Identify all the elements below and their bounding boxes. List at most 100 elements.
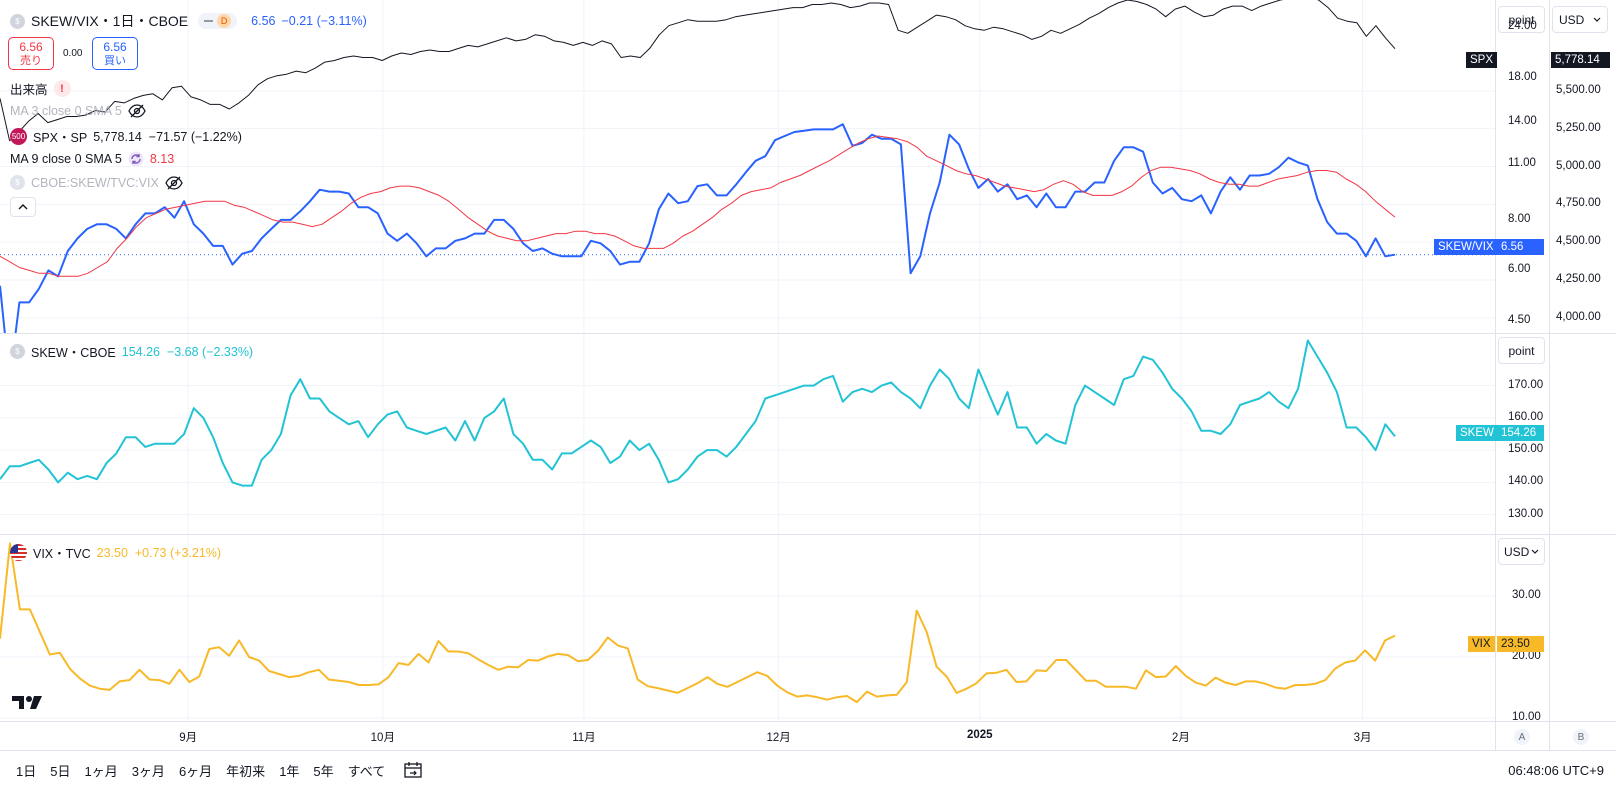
skew-values: 154.26 −3.68 (−2.33%) — [121, 344, 254, 359]
us-flag-icon — [10, 544, 27, 561]
skew-logo-icon: $ — [10, 344, 25, 359]
spx-legend[interactable]: 500 SPX・SP 5,778.14 −71.57 (−1.22%) — [10, 127, 242, 146]
scale-unit-button-2[interactable]: point — [1498, 337, 1545, 364]
x-axis-tick-3: 12月 — [766, 732, 791, 744]
spx-price-tag-value: 5,778.14 — [1551, 52, 1610, 68]
period-button-0[interactable]: 1日 — [16, 763, 37, 779]
series-spx[interactable] — [0, 0, 1396, 142]
period-button-3[interactable]: 3ヶ月 — [131, 763, 165, 779]
period-button-5[interactable]: 年初来 — [226, 763, 266, 779]
x-axis-tick-4: 2025 — [966, 729, 993, 741]
skew-symbol: SKEW・CBOE — [31, 346, 116, 360]
vix-values: 23.50 +0.73 (+3.21%) — [96, 545, 222, 560]
symbol-title[interactable]: SKEW/VIX・1日・CBOE — [31, 13, 189, 29]
skew-chart-pane[interactable] — [0, 334, 1495, 534]
right-axis-tick-1: 5,250.00 — [1556, 121, 1601, 134]
series-ma-9[interactable] — [0, 135, 1396, 277]
skew-price-tag-value: 154.26 — [1497, 425, 1544, 441]
skew-legend[interactable]: $ SKEW・CBOE 154.26 −3.68 (−2.33%) — [10, 342, 253, 361]
x-axis-tick-1: 10月 — [370, 732, 395, 744]
loading-icon — [128, 151, 144, 167]
spx-price-tag-label: SPX — [1466, 52, 1498, 68]
left-axis-tick-3: 11.00 — [1508, 156, 1536, 169]
vix-axis-tick-2: 10.00 — [1512, 710, 1541, 723]
period-button-2[interactable]: 1ヶ月 — [84, 763, 118, 779]
warning-icon[interactable]: ! — [53, 80, 71, 97]
vix-axis-tick-1: 20.00 — [1512, 649, 1541, 662]
left-axis-tick-2: 14.00 — [1508, 114, 1537, 127]
vix-price-tag-value: 23.50 — [1497, 636, 1544, 652]
period-button-8[interactable]: すべて — [347, 763, 386, 779]
calendar-range-icon[interactable] — [403, 761, 423, 779]
chevron-up-icon — [18, 204, 28, 210]
right-axis-tick-6: 4,000.00 — [1556, 310, 1601, 323]
skew-axis-tick-0: 170.00 — [1508, 378, 1544, 391]
ratio-price-tag-label: SKEW/VIX — [1434, 239, 1498, 255]
spx-symbol: SPX・SP — [33, 131, 88, 145]
series-vix[interactable] — [0, 542, 1396, 704]
spx-logo: 500 — [10, 128, 27, 145]
main-chart-pane[interactable] — [0, 0, 1495, 333]
chevron-down-icon — [1593, 17, 1601, 22]
vix-price-tag-label: VIX — [1468, 636, 1495, 652]
period-button-6[interactable]: 1年 — [279, 763, 300, 779]
price-axis-border-right — [1549, 0, 1550, 750]
volume-legend[interactable]: 出来高 ! — [10, 79, 71, 98]
interval-badge[interactable]: D — [198, 13, 238, 29]
spx-values: 5,778.14 −71.57 (−1.22%) — [93, 129, 242, 144]
tradingview-logo[interactable] — [12, 694, 44, 710]
last-price: 6.56 — [251, 14, 276, 28]
vix-axis-tick-0: 30.00 — [1512, 588, 1541, 601]
bottom-bar-border — [0, 750, 1616, 751]
x-axis-tick-6: 3月 — [1353, 732, 1372, 744]
right-axis-tick-0: 5,500.00 — [1556, 83, 1601, 96]
period-button-4[interactable]: 6ヶ月 — [178, 763, 213, 779]
vix-chart-pane[interactable] — [0, 535, 1495, 721]
right-axis-tick-5: 4,250.00 — [1556, 273, 1601, 286]
period-button-7[interactable]: 5年 — [313, 763, 334, 779]
price-axis-border-left — [1495, 0, 1496, 750]
currency-select[interactable]: USD — [1552, 6, 1608, 33]
log-scale-button[interactable]: B — [1573, 729, 1589, 745]
series-skew[interactable] — [0, 339, 1396, 487]
compare-legend[interactable]: $ CBOE:SKEW/TVC:VIX — [10, 175, 183, 190]
ma9-legend[interactable]: MA 9 close 0 SMA 5 8.13 — [10, 151, 174, 167]
ma9-label: MA 9 close 0 SMA 5 — [10, 152, 122, 166]
series-skew-vix[interactable] — [0, 123, 1396, 333]
sell-button[interactable]: 6.56 売り — [8, 37, 54, 70]
period-buttons: 1日 5日 1ヶ月 3ヶ月 6ヶ月 年初来 1年 5年 すべて — [16, 761, 399, 780]
right-axis-tick-2: 5,000.00 — [1556, 159, 1601, 172]
main-symbol-legend[interactable]: $ SKEW/VIX・1日・CBOE D 6.56 −0.21 (−3.11%) — [10, 11, 367, 31]
pane-divider-1[interactable] — [0, 333, 1616, 334]
skew-price-tag-label: SKEW — [1456, 425, 1498, 441]
sell-price: 6.56 — [19, 40, 43, 54]
ma3-legend[interactable]: MA 3 close 0 SMA 5 — [10, 104, 146, 118]
buy-label: 買い — [104, 55, 126, 67]
pane-divider-2[interactable] — [0, 534, 1616, 535]
buy-price: 6.56 — [103, 40, 127, 54]
skew-axis-tick-3: 140.00 — [1508, 475, 1544, 488]
sell-label: 売り — [20, 55, 42, 67]
right-axis-tick-4: 4,500.00 — [1556, 235, 1601, 248]
x-axis-tick-5: 2月 — [1171, 732, 1190, 744]
eye-hidden-icon-2[interactable] — [165, 175, 183, 190]
auto-scale-button[interactable]: A — [1514, 729, 1530, 745]
vix-legend[interactable]: VIX・TVC 23.50 +0.73 (+3.21%) — [10, 543, 221, 562]
left-axis-tick-6: 4.50 — [1508, 313, 1531, 326]
minus-icon — [204, 20, 214, 22]
vix-symbol: VIX・TVC — [33, 547, 91, 561]
x-axis-tick-2: 11月 — [572, 732, 596, 744]
buy-button[interactable]: 6.56 買い — [92, 37, 138, 70]
volume-label: 出来高 — [10, 83, 48, 97]
left-axis-tick-5: 6.00 — [1508, 263, 1531, 276]
skew-axis-tick-1: 160.00 — [1508, 410, 1544, 423]
collapse-legend-button[interactable] — [10, 197, 36, 217]
clock[interactable]: 06:48:06 UTC+9 — [1508, 762, 1604, 778]
period-button-1[interactable]: 5日 — [50, 763, 71, 779]
currency-select-3[interactable]: USD — [1498, 538, 1545, 565]
symbol-logo-icon: $ — [10, 13, 25, 29]
eye-hidden-icon[interactable] — [128, 104, 146, 118]
ratio-price-tag-value: 6.56 — [1497, 239, 1544, 255]
price-change: −0.21 (−3.11%) — [281, 14, 367, 28]
scale-unit-button[interactable]: point — [1498, 6, 1545, 33]
